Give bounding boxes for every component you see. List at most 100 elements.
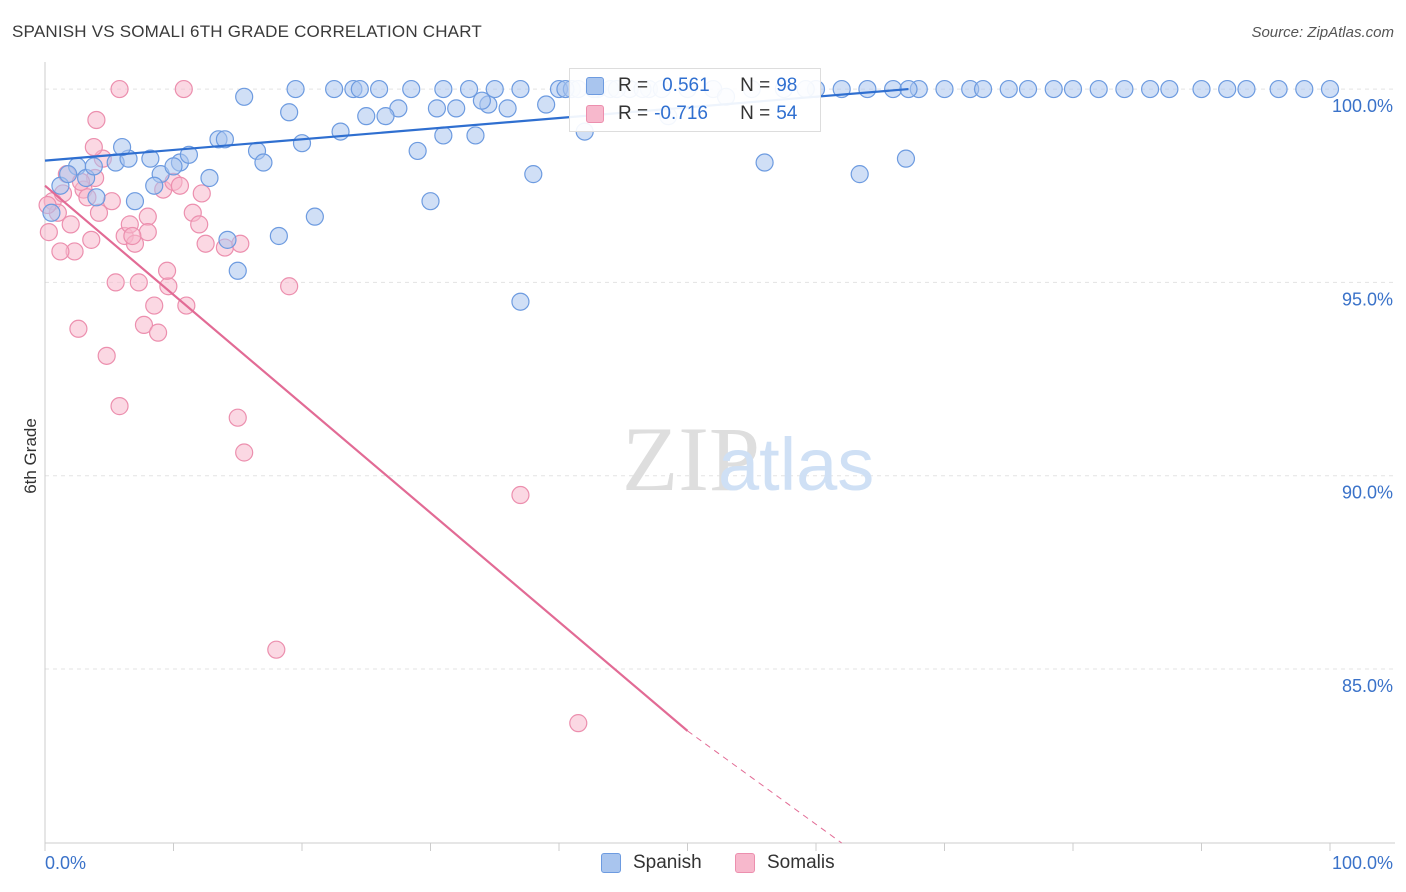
spanish-n-label: N = — [740, 75, 771, 96]
legend-item-spanish[interactable]: Spanish — [601, 852, 702, 874]
stats-legend: R = 0.561 N = 98 R = -0.716 N = 54 — [569, 68, 821, 132]
somali-n-label: N = — [740, 103, 771, 124]
spanish-point-84 — [1044, 79, 1063, 99]
spanish-point-21 — [325, 79, 344, 99]
somali-point-25 — [148, 323, 168, 342]
somali-n-value: 54 — [776, 103, 798, 124]
spanish-point-88 — [1140, 79, 1160, 99]
somali-point-45 — [280, 277, 299, 296]
spanish-point-95 — [1320, 79, 1340, 99]
spanish-point-11 — [200, 168, 219, 188]
spanish-point-56 — [935, 79, 954, 99]
y-tick-label-0: 85.0% — [1342, 676, 1393, 696]
somali-trend-line — [44, 184, 689, 732]
y-tick-label-2: 95.0% — [1342, 289, 1393, 309]
somali-r-label: R = — [618, 103, 649, 124]
chart-title: SPANISH VS SOMALI 6TH GRADE CORRELATION … — [12, 22, 482, 41]
somali-point-16 — [106, 273, 125, 292]
spanish-point-32 — [459, 79, 479, 99]
watermark-atlas: atlas — [718, 423, 874, 506]
spanish-point-59 — [112, 137, 132, 157]
y-tick-label-3: 100.0% — [1332, 96, 1393, 116]
legend-label-spanish: Spanish — [633, 852, 702, 873]
spanish-point-16 — [254, 153, 273, 172]
somali-point-17 — [110, 397, 129, 416]
axes — [44, 62, 1395, 851]
spanish-point-96 — [42, 203, 61, 222]
spanish-point-74 — [896, 149, 916, 168]
spanish-point-82 — [999, 79, 1018, 99]
legend-label-somalis: Somalis — [767, 852, 835, 873]
somali-point-33 — [196, 234, 215, 253]
somali-trend-extension — [687, 730, 842, 844]
tick-labels: 85.0% 90.0% 95.0% 100.0% 0.0% 100.0% — [45, 96, 1393, 873]
legend-swatch-somalis — [735, 853, 755, 873]
somali-point-46 — [267, 640, 286, 659]
spanish-point-89 — [1160, 79, 1179, 99]
x-tick-label-0: 0.0% — [45, 853, 86, 873]
spanish-point-19 — [292, 134, 312, 153]
spanish-point-29 — [421, 192, 440, 211]
spanish-point-13 — [218, 230, 237, 249]
spanish-point-6 — [125, 192, 145, 211]
somali-point-5 — [61, 215, 80, 234]
spanish-point-61 — [215, 130, 234, 149]
spanish-point-18 — [286, 79, 305, 99]
spanish-point-60 — [164, 157, 183, 176]
spanish-r-value: 0.561 — [662, 75, 710, 96]
somali-point-35 — [174, 79, 193, 99]
spanish-point-64 — [376, 107, 395, 126]
bottom-legend: Spanish Somalis — [0, 850, 1406, 878]
somali-point-48 — [569, 714, 588, 733]
spanish-point-62 — [235, 87, 254, 106]
spanish-point-2 — [87, 188, 106, 207]
somali-point-7 — [69, 319, 88, 338]
spanish-point-14 — [228, 261, 247, 280]
somali-point-32 — [190, 215, 209, 234]
spanish-point-90 — [1192, 79, 1211, 99]
spanish-point-67 — [472, 91, 491, 110]
somali-point-50 — [51, 242, 70, 261]
spanish-point-37 — [537, 95, 556, 114]
watermark: ZIP atlas — [622, 408, 874, 510]
spanish-point-17 — [269, 226, 288, 246]
somali-point-24 — [145, 296, 164, 315]
legend-item-somalis[interactable]: Somalis — [735, 852, 835, 874]
spanish-point-34 — [498, 99, 517, 118]
spanish-point-53 — [858, 79, 877, 99]
somali-point-23 — [138, 207, 157, 226]
spanish-point-7 — [141, 149, 160, 168]
spanish-point-28 — [408, 141, 427, 161]
spanish-point-97 — [59, 165, 78, 184]
spanish-point-20 — [305, 207, 324, 226]
somali-point-14 — [97, 346, 116, 365]
spanish-point-10 — [179, 145, 199, 164]
somali-point-0 — [39, 223, 58, 242]
spanish-point-31 — [447, 99, 466, 118]
spanish-point-65 — [427, 99, 447, 118]
grid-lines — [45, 88, 1395, 670]
spanish-point-92 — [1237, 79, 1256, 99]
spanish-point-81 — [973, 79, 993, 99]
spanish-point-86 — [1089, 79, 1108, 99]
spanish-point-36 — [524, 165, 543, 184]
spanish-point-27 — [402, 79, 421, 99]
spanish-point-83 — [1018, 79, 1038, 99]
spanish-point-100 — [511, 292, 530, 311]
spanish-point-58 — [84, 157, 103, 176]
spanish-point-94 — [1295, 79, 1314, 99]
spanish-point-71 — [755, 153, 774, 172]
somali-point-22 — [134, 315, 154, 335]
spanish-point-25 — [370, 79, 389, 99]
somali-point-37 — [84, 137, 103, 157]
y-tick-label-1: 90.0% — [1342, 483, 1393, 503]
somali-point-52 — [123, 226, 142, 246]
somali-point-34 — [110, 79, 129, 99]
somali-point-42 — [228, 408, 247, 427]
spanish-r-label: R = — [618, 75, 649, 96]
somali-point-39 — [157, 261, 177, 280]
spanish-n-value: 98 — [776, 75, 798, 96]
somali-point-38 — [138, 223, 157, 242]
spanish-point-91 — [1218, 79, 1237, 99]
